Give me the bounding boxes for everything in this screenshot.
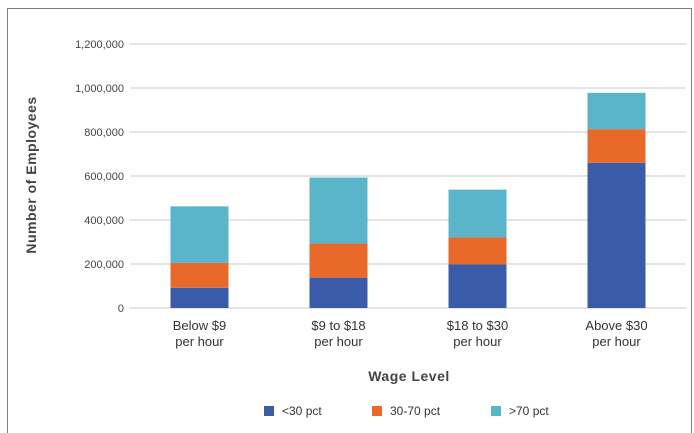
bar-segment	[170, 206, 229, 263]
y-tick-label: 1,000,000	[75, 83, 124, 95]
legend-label: <30 pct	[282, 404, 322, 418]
bar-segment	[587, 129, 646, 163]
legend-swatch	[491, 406, 501, 416]
legend-label: 30-70 pct	[390, 404, 441, 418]
bar-segment	[448, 264, 507, 308]
legend: <30 pct 30-70 pct >70 pct	[264, 404, 549, 418]
legend-label: >70 pct	[509, 404, 549, 418]
bars	[170, 92, 646, 308]
y-tick-label: 600,000	[84, 171, 124, 183]
x-tick-label: $9 to $18 per hour	[311, 318, 365, 349]
y-tick-label: 200,000	[84, 259, 124, 271]
x-tick-label: Below $9 per hour	[173, 318, 226, 349]
x-axis-categories: Below $9 per hour$9 to $18 per hour$18 to …	[173, 318, 648, 349]
bar-segment	[309, 243, 368, 278]
x-tick-label-line: per hour	[314, 334, 363, 349]
bar-segment	[309, 277, 368, 308]
y-tick-label: 400,000	[84, 215, 124, 227]
legend-swatch	[264, 406, 274, 416]
bar-segment	[587, 162, 646, 308]
y-tick-label: 1,200,000	[75, 39, 124, 51]
x-tick-label-line: $18 to $30	[447, 318, 508, 333]
legend-swatch	[372, 406, 382, 416]
x-tick-label-line: Above $30	[585, 318, 647, 333]
x-tick-label: Above $30 per hour	[585, 318, 647, 349]
x-tick-label-line: $9 to $18	[311, 318, 365, 333]
bar-segment	[309, 177, 368, 244]
bar-segment	[170, 262, 229, 288]
bar-segment	[448, 189, 507, 238]
y-axis-title: Number of Employees	[23, 96, 39, 253]
bar-segment	[587, 92, 646, 130]
chart-frame	[7, 8, 692, 433]
y-tick-label: 800,000	[84, 127, 124, 139]
bar-segment	[448, 237, 507, 265]
x-tick-label-line: Below $9	[173, 318, 226, 333]
x-tick-label-line: per hour	[175, 334, 224, 349]
bar-segment	[170, 287, 229, 308]
x-tick-label: $18 to $30 per hour	[447, 318, 508, 349]
x-tick-label-line: per hour	[453, 334, 502, 349]
x-axis-title: Wage Level	[368, 368, 450, 384]
y-tick-label: 0	[118, 303, 124, 315]
y-axis-ticks: 0 200,000 400,000 600,000 800,000 1,000,000 1,…	[75, 39, 124, 315]
x-tick-label-line: per hour	[592, 334, 641, 349]
